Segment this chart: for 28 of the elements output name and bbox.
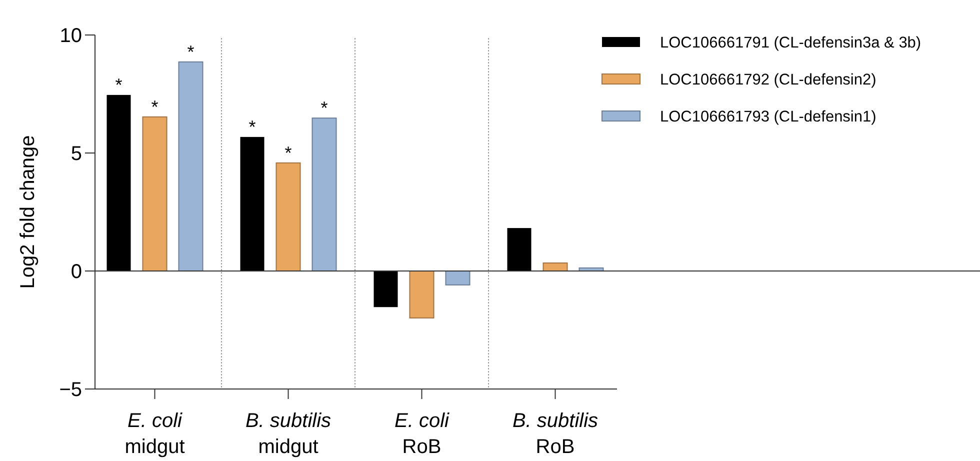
data-label: * — [151, 96, 158, 117]
legend-label: LOC106661792 (CL-defensin2) — [660, 71, 876, 88]
bar — [106, 94, 131, 271]
data-label: * — [284, 142, 292, 163]
y-tick-label: 0 — [70, 261, 82, 283]
x-tick-label: E. coli midgut — [124, 410, 186, 458]
data-label: * — [115, 74, 122, 95]
legend-label: LOC106661791 (CL-defensin3a & 3b) — [660, 34, 922, 52]
data-label: * — [248, 116, 256, 137]
x-tick-label: E. coli RoB — [394, 410, 450, 458]
bar — [507, 228, 532, 271]
data-label: * — [187, 42, 194, 62]
bar — [312, 118, 337, 272]
x-tick-label: B. subtilis midgut — [245, 410, 332, 458]
bar — [374, 271, 398, 308]
bar — [240, 136, 264, 271]
bar — [276, 162, 301, 272]
legend-label: LOC106661793 (CL-defensin1) — [660, 108, 876, 126]
y-tick-label: −5 — [59, 379, 82, 401]
bar — [142, 116, 168, 272]
data-label: * — [320, 98, 328, 118]
x-tick-label: B. subtilis RoB — [512, 410, 598, 458]
y-tick-label: 5 — [70, 143, 82, 165]
y-axis-title: Log2 fold change — [17, 135, 39, 289]
bar — [445, 270, 470, 286]
bar — [178, 61, 204, 272]
y-tick-label: 10 — [60, 25, 82, 47]
bar — [409, 270, 434, 318]
